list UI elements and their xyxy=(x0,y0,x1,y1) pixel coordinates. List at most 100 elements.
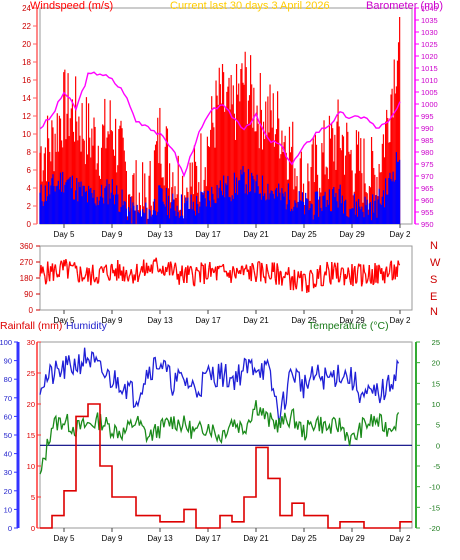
temperature-title: Temperature (°C) xyxy=(308,320,389,332)
direction-segment xyxy=(145,273,146,276)
direction-segment xyxy=(388,273,389,275)
direction-segment xyxy=(101,266,102,269)
humidity-axis-tick-label: 20 xyxy=(4,487,12,496)
baro-axis-tick-label: 1020 xyxy=(421,52,438,61)
wind-axis-tick-label: 16 xyxy=(22,76,31,85)
compass-n-bottom: N xyxy=(430,306,438,318)
temperature-axis-tick-label: -10 xyxy=(429,483,440,492)
direction-axis-tick-label: 270 xyxy=(20,258,34,267)
wind-x-tick-label: Day 13 xyxy=(147,230,173,239)
baro-axis-tick-label: 1035 xyxy=(421,16,438,25)
chart-title: Current last 30 days 3 April 2026 xyxy=(170,0,330,12)
direction-segment xyxy=(316,284,317,287)
wind-axis-tick-label: 2 xyxy=(27,202,32,211)
wind-axis-tick-label: 12 xyxy=(22,112,31,121)
direction-axis-tick-label: 0 xyxy=(29,306,34,315)
humidity-axis-tick-label: 100 xyxy=(0,338,12,347)
direction-segment xyxy=(268,274,269,278)
rain-axis-tick-label: 20 xyxy=(27,400,35,409)
direction-segment xyxy=(85,274,86,277)
direction-axis-tick-label: 360 xyxy=(20,242,34,251)
direction-segment xyxy=(259,261,260,262)
wind-axis-tick-label: 22 xyxy=(22,22,31,31)
direction-segment xyxy=(139,274,140,277)
direction-segment xyxy=(373,283,374,285)
direction-x-tick-label: Day 13 xyxy=(147,316,173,325)
direction-segment xyxy=(207,278,208,279)
humidity-axis-tick-label: 0 xyxy=(8,524,12,533)
direction-segment xyxy=(286,272,287,274)
direction-segment xyxy=(379,265,380,268)
wind-axis-tick-label: 20 xyxy=(22,40,31,49)
humidity-axis-tick-label: 30 xyxy=(4,468,12,477)
wind-x-tick-label: Day 2 xyxy=(390,230,411,239)
rain-axis-tick-label: 30 xyxy=(27,338,35,347)
direction-segment xyxy=(129,274,130,276)
wind-axis-tick-label: 0 xyxy=(27,220,32,229)
direction-segment xyxy=(95,279,96,282)
temperature-axis-tick-label: 15 xyxy=(432,379,440,388)
wind-axis-tick-label: 18 xyxy=(22,58,31,67)
compass-n-top: N xyxy=(430,240,438,252)
wind-x-tick-label: Day 9 xyxy=(102,230,123,239)
direction-segment xyxy=(198,271,199,272)
wind-x-tick-label: Day 17 xyxy=(195,230,221,239)
direction-segment xyxy=(196,267,197,270)
wind-axis-tick-label: 14 xyxy=(22,94,31,103)
direction-segment xyxy=(212,268,213,269)
baro-axis-tick-label: 1025 xyxy=(421,40,438,49)
baro-axis-tick-label: 1005 xyxy=(421,88,438,97)
compass-s: S xyxy=(430,274,437,286)
temperature-axis-tick-label: -5 xyxy=(433,462,440,471)
direction-segment xyxy=(84,277,85,280)
direction-axis-tick-label: 180 xyxy=(20,274,34,283)
baro-axis-tick-label: 965 xyxy=(421,184,434,193)
rain-axis-tick-label: 10 xyxy=(27,462,35,471)
baro-axis-tick-label: 995 xyxy=(421,112,434,121)
direction-segment xyxy=(366,282,367,284)
barometer-title: Barometer (mb) xyxy=(366,0,443,12)
direction-segment xyxy=(100,268,101,269)
direction-segment xyxy=(388,275,389,277)
wind-axis-tick-label: 6 xyxy=(27,166,32,175)
direction-segment xyxy=(339,282,340,283)
direction-segment xyxy=(172,273,173,275)
baro-axis-tick-label: 980 xyxy=(421,148,434,157)
wind-title: Windspeed (m/s) xyxy=(30,0,113,12)
direction-axis-tick-label: 90 xyxy=(24,290,33,299)
direction-segment xyxy=(252,263,253,265)
baro-axis-tick-label: 950 xyxy=(421,220,434,229)
temperature-axis-tick-label: -20 xyxy=(429,524,440,533)
direction-segment xyxy=(98,282,99,283)
climate-x-tick-label: Day 25 xyxy=(291,534,317,543)
direction-segment xyxy=(364,272,365,273)
baro-axis-tick-label: 990 xyxy=(421,124,434,133)
wind-axis-tick-label: 8 xyxy=(27,148,32,157)
direction-segment xyxy=(220,266,221,267)
direction-segment xyxy=(392,278,393,280)
baro-axis-tick-label: 955 xyxy=(421,208,434,217)
direction-segment xyxy=(61,261,62,263)
direction-segment xyxy=(356,282,357,283)
humidity-axis-tick-label: 60 xyxy=(4,412,12,421)
climate-x-tick-label: Day 17 xyxy=(195,534,221,543)
direction-segment xyxy=(270,278,271,279)
direction-segment xyxy=(311,270,312,273)
humidity-axis-tick-label: 10 xyxy=(4,505,12,514)
direction-segment xyxy=(233,266,234,269)
wind-x-tick-label: Day 5 xyxy=(54,230,75,239)
temperature-axis-tick-label: -15 xyxy=(429,503,440,512)
compass-w: W xyxy=(430,257,441,269)
baro-axis-tick-label: 1030 xyxy=(421,28,438,37)
baro-axis-tick-label: 975 xyxy=(421,160,434,169)
direction-segment xyxy=(46,281,47,284)
direction-segment xyxy=(140,270,141,274)
rain-axis-tick-label: 0 xyxy=(31,524,35,533)
wind-x-tick-label: Day 21 xyxy=(243,230,269,239)
climate-x-tick-label: Day 29 xyxy=(339,534,365,543)
rainfall-title: Rainfall (mm) xyxy=(0,320,62,332)
direction-x-tick-label: Day 17 xyxy=(195,316,221,325)
baro-axis-tick-label: 1010 xyxy=(421,76,438,85)
